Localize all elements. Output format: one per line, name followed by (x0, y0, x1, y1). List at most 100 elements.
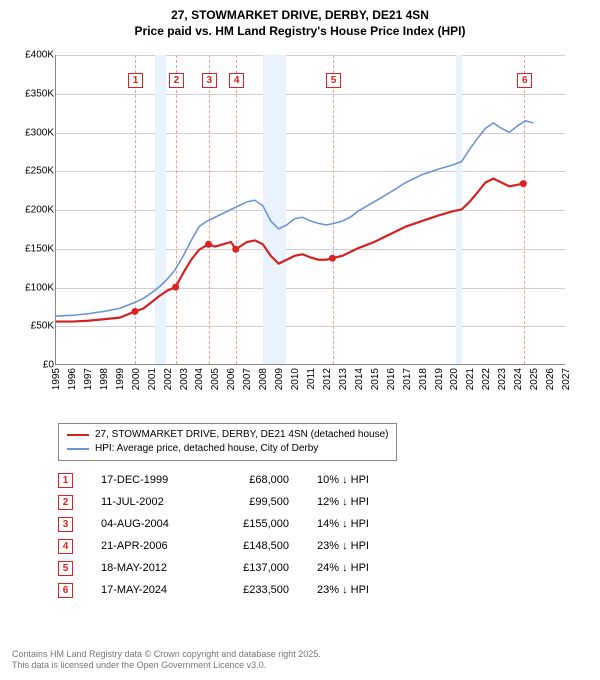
table-row: 5 18-MAY-2012 £137,000 24% ↓ HPI (58, 557, 590, 579)
table-row: 6 17-MAY-2024 £233,500 23% ↓ HPI (58, 579, 590, 601)
sale-marker: 4 (229, 73, 244, 88)
sale-date: 17-MAY-2024 (101, 584, 191, 596)
sale-marker: 2 (169, 73, 184, 88)
sale-date: 21-APR-2006 (101, 540, 191, 552)
sale-number: 5 (58, 561, 73, 576)
y-axis-label: £250K (25, 166, 54, 177)
x-axis-label: 2019 (434, 368, 445, 390)
x-axis-label: 2006 (226, 368, 237, 390)
sale-diff: 12% ↓ HPI (317, 496, 397, 508)
legend-item-2: HPI: Average price, detached house, City… (67, 442, 388, 456)
sale-price: £137,000 (219, 562, 289, 574)
sale-dot (131, 308, 138, 315)
sale-dot (520, 180, 527, 187)
x-axis-label: 2023 (497, 368, 508, 390)
x-axis-label: 2003 (179, 368, 190, 390)
x-axis-label: 2013 (338, 368, 349, 390)
x-axis-label: 2000 (131, 368, 142, 390)
table-row: 1 17-DEC-1999 £68,000 10% ↓ HPI (58, 469, 590, 491)
series-price_paid (56, 179, 523, 322)
sale-price: £233,500 (219, 584, 289, 596)
x-axis-label: 2012 (322, 368, 333, 390)
sale-diff: 14% ↓ HPI (317, 518, 397, 530)
title-line1: 27, STOWMARKET DRIVE, DERBY, DE21 4SN (10, 8, 590, 24)
chart-title: 27, STOWMARKET DRIVE, DERBY, DE21 4SN Pr… (10, 8, 590, 39)
y-axis-label: £150K (25, 243, 54, 254)
x-axis-label: 2017 (402, 368, 413, 390)
x-axis-label: 1999 (115, 368, 126, 390)
x-axis-label: 2027 (561, 368, 572, 390)
legend: 27, STOWMARKET DRIVE, DERBY, DE21 4SN (d… (58, 423, 397, 461)
series-hpi (56, 121, 533, 316)
x-axis-label: 1996 (67, 368, 78, 390)
x-axis-label: 1997 (83, 368, 94, 390)
legend-item-1: 27, STOWMARKET DRIVE, DERBY, DE21 4SN (d… (67, 428, 388, 442)
sale-date: 18-MAY-2012 (101, 562, 191, 574)
sale-marker: 1 (128, 73, 143, 88)
y-axis-label: £50K (31, 321, 54, 332)
sale-price: £68,000 (219, 474, 289, 486)
sale-date: 11-JUL-2002 (101, 496, 191, 508)
y-axis-label: £350K (25, 88, 54, 99)
y-axis-label: £300K (25, 127, 54, 138)
legend-label-2: HPI: Average price, detached house, City… (95, 442, 318, 456)
x-axis-label: 2014 (354, 368, 365, 390)
x-axis-label: 2024 (513, 368, 524, 390)
table-row: 2 11-JUL-2002 £99,500 12% ↓ HPI (58, 491, 590, 513)
legend-swatch-2 (67, 448, 89, 450)
plot-area: 123456 £0£50K£100K£150K£200K£250K£300K£3… (55, 55, 565, 365)
sale-price: £148,500 (219, 540, 289, 552)
sale-date: 17-DEC-1999 (101, 474, 191, 486)
sale-dot (205, 241, 212, 248)
x-axis-label: 2021 (465, 368, 476, 390)
x-axis-label: 2001 (147, 368, 158, 390)
x-axis-label: 2022 (481, 368, 492, 390)
sale-dot (172, 284, 179, 291)
x-axis-label: 2002 (163, 368, 174, 390)
table-row: 4 21-APR-2006 £148,500 23% ↓ HPI (58, 535, 590, 557)
y-axis-label: £100K (25, 282, 54, 293)
sale-dot (232, 246, 239, 253)
sale-diff: 23% ↓ HPI (317, 540, 397, 552)
x-axis-label: 2004 (194, 368, 205, 390)
table-row: 3 04-AUG-2004 £155,000 14% ↓ HPI (58, 513, 590, 535)
series-layer (56, 55, 565, 364)
y-axis-label: £400K (25, 50, 54, 61)
sale-marker: 6 (517, 73, 532, 88)
sale-marker: 5 (326, 73, 341, 88)
legend-label-1: 27, STOWMARKET DRIVE, DERBY, DE21 4SN (d… (95, 428, 388, 442)
sale-price: £99,500 (219, 496, 289, 508)
sale-marker: 3 (202, 73, 217, 88)
title-line2: Price paid vs. HM Land Registry's House … (10, 24, 590, 40)
x-axis-label: 2008 (258, 368, 269, 390)
footer-line1: Contains HM Land Registry data © Crown c… (12, 649, 321, 661)
x-axis-label: 2020 (449, 368, 460, 390)
sale-number: 4 (58, 539, 73, 554)
sale-number: 2 (58, 495, 73, 510)
x-axis-label: 2015 (370, 368, 381, 390)
x-axis-label: 2007 (242, 368, 253, 390)
sale-diff: 10% ↓ HPI (317, 474, 397, 486)
footer-line2: This data is licensed under the Open Gov… (12, 660, 321, 672)
sale-number: 1 (58, 473, 73, 488)
legend-swatch-1 (67, 434, 89, 436)
x-axis-label: 1995 (51, 368, 62, 390)
x-axis-label: 2026 (545, 368, 556, 390)
x-axis-label: 2018 (418, 368, 429, 390)
x-axis-label: 1998 (99, 368, 110, 390)
sale-price: £155,000 (219, 518, 289, 530)
y-axis-label: £200K (25, 205, 54, 216)
x-axis-label: 2010 (290, 368, 301, 390)
x-axis-label: 2009 (274, 368, 285, 390)
x-axis-label: 2016 (386, 368, 397, 390)
x-axis-label: 2025 (529, 368, 540, 390)
chart: 123456 £0£50K£100K£150K£200K£250K£300K£3… (15, 45, 580, 415)
sale-date: 04-AUG-2004 (101, 518, 191, 530)
x-axis-label: 2011 (306, 368, 317, 390)
sale-dot (329, 255, 336, 262)
sale-diff: 24% ↓ HPI (317, 562, 397, 574)
sale-diff: 23% ↓ HPI (317, 584, 397, 596)
x-axis-label: 2005 (210, 368, 221, 390)
sales-table: 1 17-DEC-1999 £68,000 10% ↓ HPI2 11-JUL-… (58, 469, 590, 601)
footer: Contains HM Land Registry data © Crown c… (12, 649, 321, 672)
